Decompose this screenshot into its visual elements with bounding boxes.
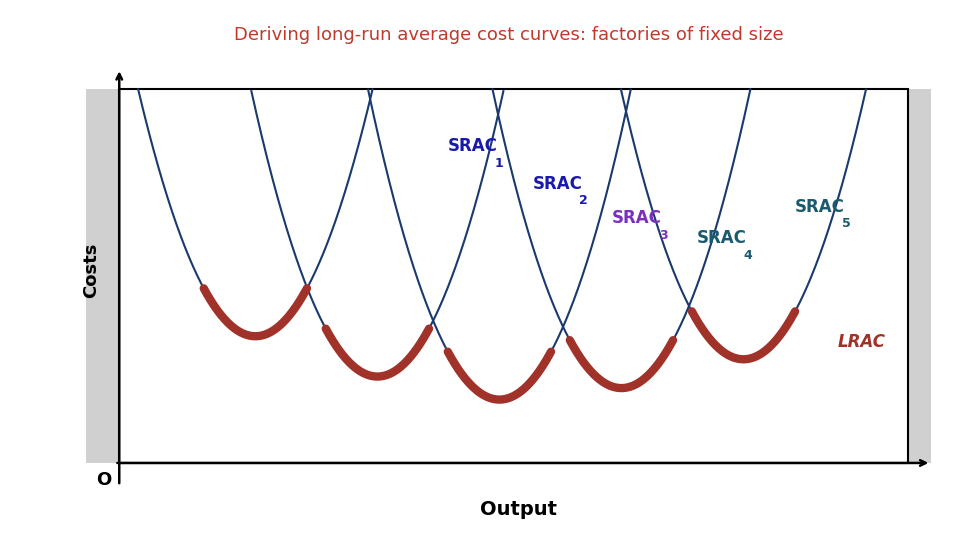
- Bar: [908, 89, 931, 463]
- Text: 3: 3: [659, 229, 667, 242]
- Text: SRAC: SRAC: [612, 209, 662, 227]
- Text: 5: 5: [842, 218, 851, 231]
- Title: Deriving long-run average cost curves: factories of fixed size: Deriving long-run average cost curves: f…: [234, 26, 783, 44]
- Text: SRAC: SRAC: [697, 230, 747, 247]
- Text: LRAC: LRAC: [837, 333, 885, 351]
- Text: SRAC: SRAC: [795, 198, 845, 215]
- Text: SRAC: SRAC: [447, 137, 497, 155]
- Text: O: O: [96, 471, 111, 489]
- Text: 2: 2: [579, 194, 588, 207]
- Text: Costs: Costs: [83, 242, 100, 298]
- Bar: [86, 89, 119, 463]
- Text: Output: Output: [480, 500, 557, 518]
- Text: 4: 4: [743, 249, 753, 262]
- Text: 1: 1: [494, 157, 503, 170]
- Text: SRAC: SRAC: [532, 174, 582, 193]
- Bar: [119, 89, 908, 463]
